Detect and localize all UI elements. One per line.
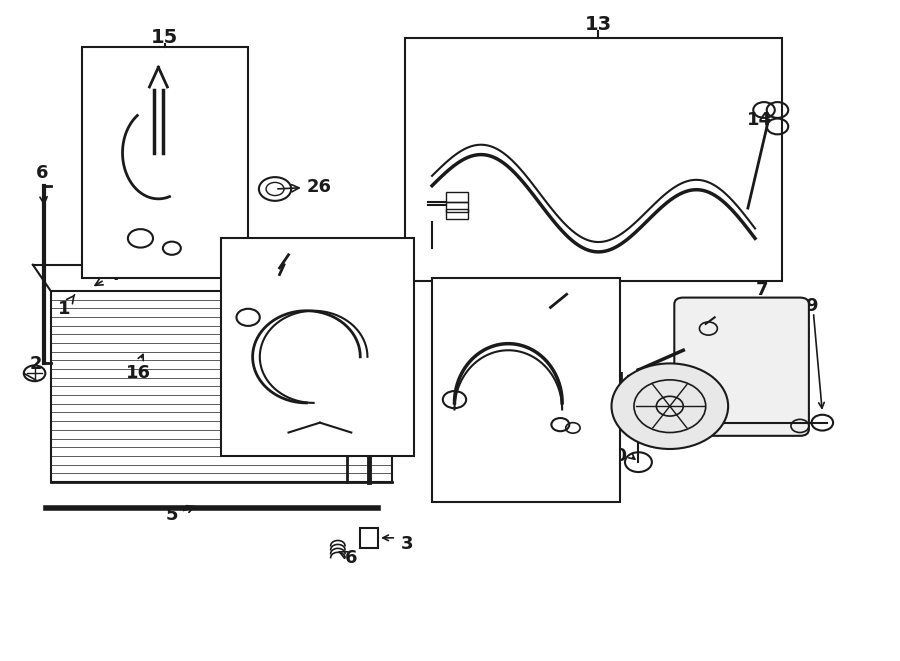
Text: 27: 27 xyxy=(314,397,338,415)
FancyBboxPatch shape xyxy=(405,38,782,281)
Bar xyxy=(446,209,468,219)
Bar xyxy=(446,202,468,212)
Text: 6: 6 xyxy=(339,549,357,566)
FancyBboxPatch shape xyxy=(432,278,620,502)
Text: 23: 23 xyxy=(233,286,258,303)
Text: 20: 20 xyxy=(563,311,588,330)
Text: 10: 10 xyxy=(603,447,627,465)
Circle shape xyxy=(611,364,728,449)
Text: 17: 17 xyxy=(496,476,521,494)
Text: 8: 8 xyxy=(780,420,793,438)
FancyBboxPatch shape xyxy=(674,297,809,436)
Text: 1: 1 xyxy=(58,295,75,318)
Text: 15: 15 xyxy=(151,28,178,47)
Text: 7: 7 xyxy=(745,281,769,313)
Text: 3: 3 xyxy=(400,535,413,553)
Bar xyxy=(446,192,468,202)
FancyBboxPatch shape xyxy=(82,48,248,278)
Text: 13: 13 xyxy=(584,15,612,34)
Text: 4: 4 xyxy=(95,266,120,286)
FancyBboxPatch shape xyxy=(221,239,414,455)
Text: 2: 2 xyxy=(29,355,41,373)
Text: 5: 5 xyxy=(166,506,194,524)
Text: 24: 24 xyxy=(290,251,358,268)
Text: 25: 25 xyxy=(261,350,301,369)
Text: 21: 21 xyxy=(536,277,572,306)
Text: 22: 22 xyxy=(374,427,399,445)
Text: 18: 18 xyxy=(460,381,485,399)
Text: 16: 16 xyxy=(126,364,151,382)
Text: 19: 19 xyxy=(563,404,588,422)
Text: 11: 11 xyxy=(603,371,627,389)
Text: 9: 9 xyxy=(806,297,818,315)
Text: 6: 6 xyxy=(35,163,48,204)
Text: 12: 12 xyxy=(702,334,727,353)
Text: 26: 26 xyxy=(278,178,331,196)
Text: 14: 14 xyxy=(747,111,772,129)
